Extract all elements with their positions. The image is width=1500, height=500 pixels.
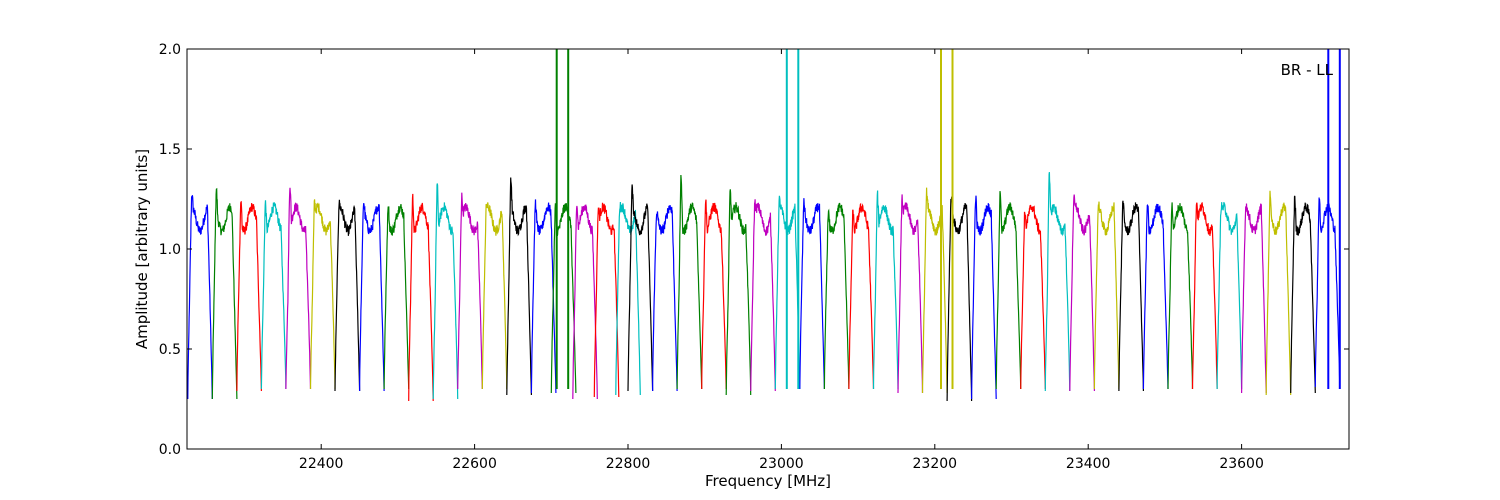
x-tick-label: 22800: [606, 456, 651, 472]
passband-series-line: [1265, 190, 1292, 396]
passband-series-line: [260, 200, 287, 390]
passband-series-line: [1118, 200, 1144, 392]
passband-series-line: [481, 202, 508, 390]
passband-series-line: [1142, 203, 1169, 390]
passband-series-line: [1191, 201, 1218, 390]
passband-series-line: [359, 203, 385, 392]
passband-series-line: [1216, 202, 1243, 390]
passband-series-line: [652, 204, 678, 392]
x-tick-label: 23400: [1066, 456, 1111, 472]
passband-series-line: [971, 195, 997, 400]
passband-series-line: [383, 204, 410, 390]
passband-series-line: [750, 199, 776, 392]
x-tick-label: 23200: [913, 456, 958, 472]
passband-series-line: [187, 195, 213, 400]
passband-series-line: [211, 187, 238, 400]
passband-series-line: [457, 192, 483, 390]
rfi-spike-layer: [555, 49, 1341, 389]
passband-series-line: [1290, 195, 1316, 394]
x-tick-label: 22600: [452, 456, 497, 472]
passband-series-line: [1241, 203, 1267, 394]
y-tick-label: 1.0: [159, 242, 181, 258]
x-axis: 22400 22600 22800 23000 23200 23400 23600: [299, 49, 1264, 472]
passband-series-line: [1069, 194, 1095, 392]
passband-series-line: [432, 183, 459, 400]
passband-series-line: [897, 194, 924, 394]
passband-series-line: [799, 198, 825, 390]
passband-series-line: [334, 199, 361, 392]
passband-series-line: [627, 184, 654, 392]
passband-series-line: [1093, 201, 1120, 390]
passband-series-line: [309, 199, 336, 390]
passband-series-line: [1167, 202, 1194, 390]
y-axis: 0.0 0.5 1.0 1.5 2.0: [159, 42, 1349, 458]
passband-series-line: [550, 203, 577, 394]
passband-series-line: [1044, 172, 1071, 392]
passband-series-line: [285, 187, 312, 390]
passband-series-line: [530, 199, 557, 394]
passband-series-line: [921, 187, 948, 394]
x-tick-label: 22400: [299, 456, 344, 472]
y-tick-label: 1.5: [159, 142, 181, 158]
x-tick-label: 23000: [759, 456, 804, 472]
passband-series-line: [823, 202, 850, 390]
passband-series-line: [593, 202, 620, 398]
passband-series-line: [615, 201, 641, 396]
y-axis-label: Amplitude [arbitrary units]: [133, 149, 151, 349]
annotation-label: BR - LL: [1281, 61, 1334, 79]
passband-series-line: [872, 190, 899, 390]
passband-series-line: [995, 191, 1022, 390]
x-tick-label: 23600: [1219, 456, 1264, 472]
passband-series-line: [848, 202, 875, 390]
y-tick-label: 0.0: [159, 442, 181, 458]
y-tick-label: 2.0: [159, 42, 181, 58]
passband-series-line: [676, 174, 703, 390]
passband-series-line: [506, 177, 532, 396]
passband-series-line: [1020, 204, 1046, 390]
passband-series-line: [408, 193, 434, 402]
series-layer: [187, 172, 1341, 402]
passband-series-line: [236, 200, 262, 392]
passband-series-line: [946, 196, 973, 402]
x-axis-label: Frequency [MHz]: [705, 472, 831, 490]
passband-series-line: [725, 189, 752, 396]
passband-series-line: [572, 204, 598, 400]
y-tick-label: 0.5: [159, 342, 181, 358]
passband-series-line: [701, 199, 727, 390]
